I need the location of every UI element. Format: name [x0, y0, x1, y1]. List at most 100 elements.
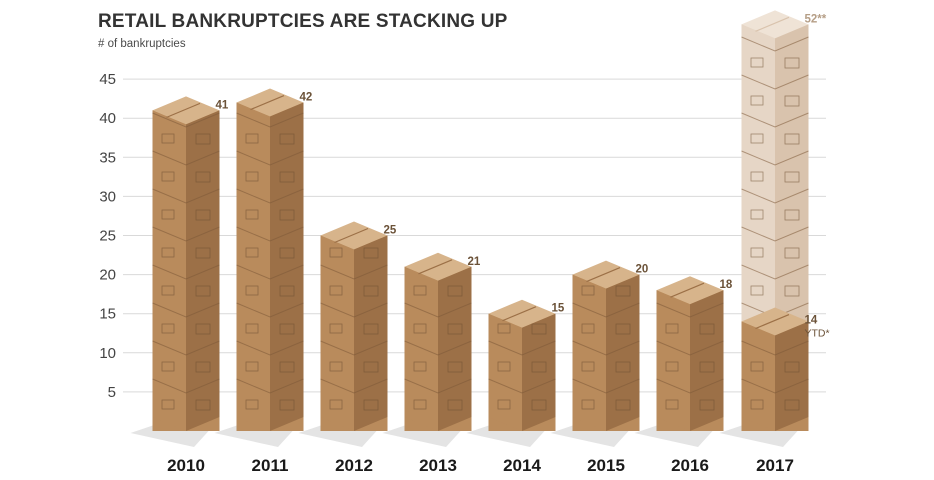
data-label: 15 [552, 303, 565, 315]
x-tick-label: 2015 [587, 456, 625, 475]
box-seam [152, 264, 220, 280]
box-seam [404, 340, 472, 356]
box-icons [195, 133, 211, 145]
box-sticker [750, 171, 764, 182]
y-tick-label: 5 [108, 384, 116, 401]
box-stack-bar [741, 307, 809, 431]
box-sticker [665, 323, 679, 334]
box-sticker [581, 285, 595, 296]
box-icons [615, 323, 631, 335]
box-seam [741, 36, 809, 52]
box-sticker [665, 361, 679, 372]
box-seam [656, 302, 724, 318]
box-stack-bar [488, 299, 556, 431]
box-seam [152, 150, 220, 166]
box-tape [755, 16, 790, 32]
y-axis-ticks: 5 10 15 20 25 30 35 40 45 [99, 71, 116, 401]
data-label: 18 [720, 279, 733, 291]
x-tick-label: 2012 [335, 456, 373, 475]
box-seam [488, 378, 556, 394]
box-sticker [413, 323, 427, 334]
box-seam [152, 340, 220, 356]
box-icons [447, 399, 463, 411]
data-sublabel: YTD* [805, 328, 830, 340]
box-seam [236, 302, 304, 318]
data-label: 20 [636, 264, 649, 276]
box-sticker [750, 133, 764, 144]
box-icons [699, 361, 715, 373]
box-icons [195, 285, 211, 297]
x-tick-label: 2014 [503, 456, 541, 475]
chart-title: RETAIL BANKRUPTCIES ARE STACKING UP [98, 11, 508, 32]
x-tick-label: 2011 [252, 456, 289, 475]
box-icons [279, 247, 295, 259]
box-tape [334, 227, 369, 244]
box-sticker [161, 171, 175, 182]
box-seam [404, 378, 472, 394]
box-icons [195, 323, 211, 335]
box-icons [784, 247, 800, 259]
box-sticker [329, 285, 343, 296]
box-seam [741, 188, 809, 204]
box-icons [615, 285, 631, 297]
box-left-face [152, 110, 186, 431]
box-icons [531, 399, 547, 411]
box-seam [572, 378, 640, 394]
box-icons [784, 209, 800, 221]
box-side-face [775, 321, 809, 431]
box-sticker [245, 399, 259, 410]
box-icons [279, 171, 295, 183]
box-sticker [245, 285, 259, 296]
y-tick-label: 30 [99, 188, 116, 205]
y-tick-label: 10 [99, 345, 116, 362]
box-seam [320, 378, 388, 394]
box-icons [615, 361, 631, 373]
box-sticker [750, 399, 764, 410]
box-stack-bar [404, 252, 472, 431]
box-seam [236, 340, 304, 356]
box-seam [320, 302, 388, 318]
x-tick-label: 2013 [419, 456, 457, 475]
box-sticker [161, 323, 175, 334]
box-sticker [413, 399, 427, 410]
box-sticker [161, 133, 175, 144]
box-seam [152, 188, 220, 204]
box-seam [236, 226, 304, 242]
box-seam [152, 226, 220, 242]
box-icons [363, 323, 379, 335]
box-sticker [750, 247, 764, 258]
y-tick-label: 25 [99, 228, 116, 245]
box-seam [236, 378, 304, 394]
box-left-face [488, 313, 522, 431]
box-icons [784, 95, 800, 107]
box-sticker [245, 323, 259, 334]
box-seam [741, 226, 809, 242]
box-icons [447, 285, 463, 297]
box-left-face [741, 321, 775, 431]
box-sticker [750, 209, 764, 220]
box-sticker [581, 361, 595, 372]
data-label: 21 [468, 256, 481, 268]
box-icons [784, 57, 800, 69]
box-side-face [690, 290, 724, 431]
box-sticker [245, 133, 259, 144]
box-icons [279, 399, 295, 411]
box-icons [363, 361, 379, 373]
box-icons [195, 171, 211, 183]
y-tick-label: 20 [99, 267, 116, 284]
box-icons [531, 361, 547, 373]
box-seam [572, 340, 640, 356]
box-sticker [329, 361, 343, 372]
box-sticker [581, 399, 595, 410]
data-label: 41 [216, 99, 229, 111]
box-side-face [270, 102, 304, 431]
box-seam [741, 112, 809, 128]
box-seam [741, 378, 809, 394]
box-icons [531, 323, 547, 335]
box-icons [195, 209, 211, 221]
box-seam [152, 302, 220, 318]
box-tape [166, 102, 201, 118]
box-seam [236, 112, 304, 128]
